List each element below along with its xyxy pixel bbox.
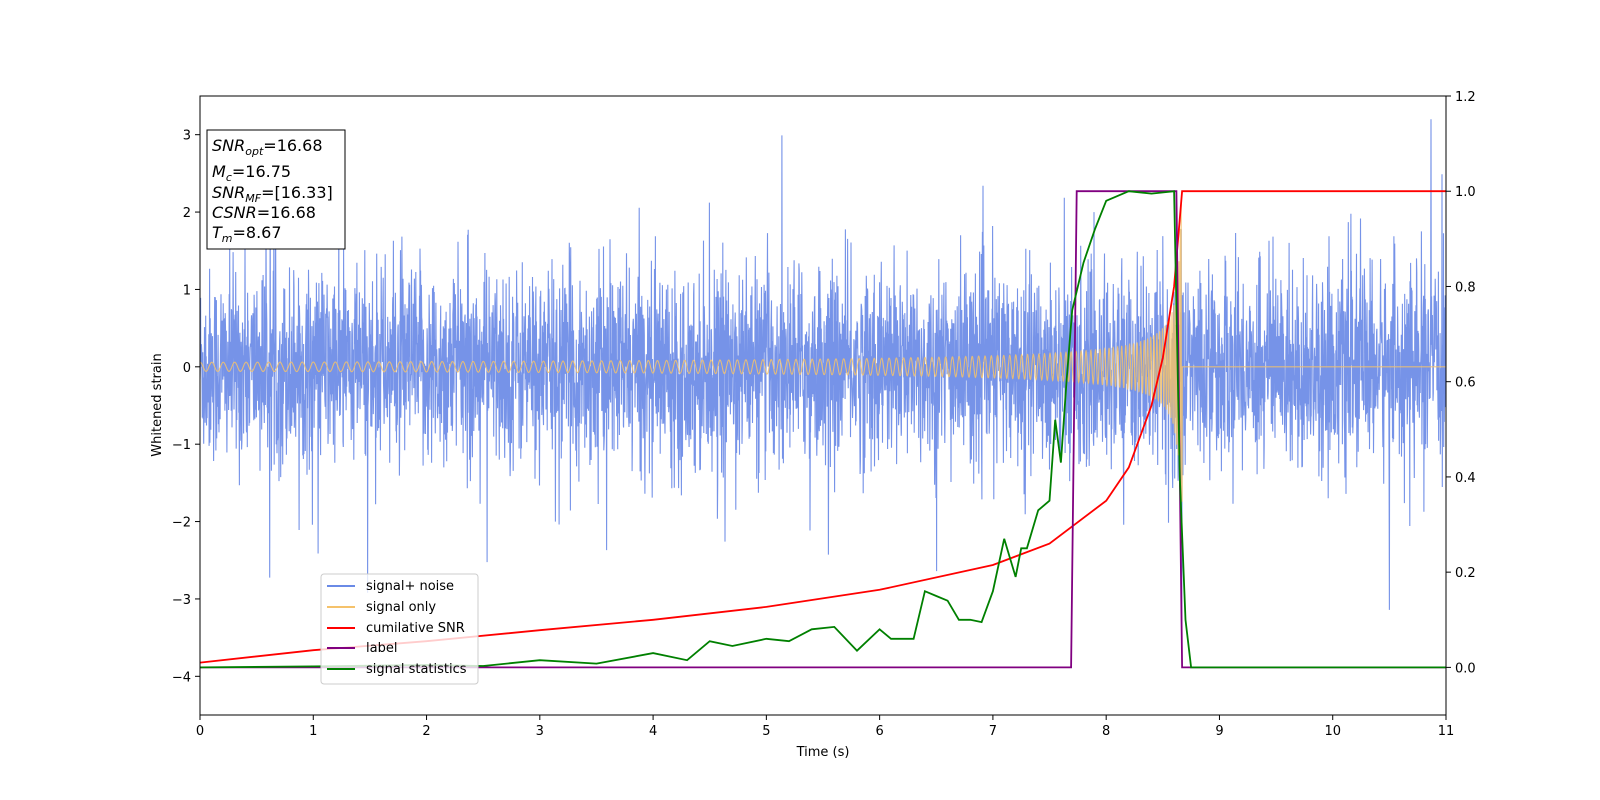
y-axis-label: Whitened strain: [150, 353, 165, 456]
y-left-tick-label: −3: [172, 593, 191, 608]
x-tick-label: 9: [1215, 724, 1223, 739]
x-tick-label: 6: [875, 724, 883, 739]
x-tick-label: 11: [1438, 724, 1455, 739]
x-tick-label: 7: [989, 724, 997, 739]
plot-area: [200, 119, 1446, 669]
x-tick-label: 10: [1324, 724, 1341, 739]
csnr-text: CSNR=16.68: [212, 203, 316, 222]
x-axis-label: Time (s): [796, 745, 850, 760]
snr-opt-text: SNRopt=16.68: [212, 136, 323, 158]
y-right-axis: 0.0 0.2 0.4 0.6 0.8 1.0 1.2: [1446, 90, 1476, 676]
legend-label-signal-noise: signal+ noise: [366, 579, 454, 594]
y-left-tick-label: −4: [172, 670, 191, 685]
tm-text: Tm=8.67: [212, 223, 282, 245]
legend-frame: [320, 573, 479, 685]
y-right-tick-label: 0.8: [1455, 280, 1476, 295]
legend-label-label: label: [366, 641, 397, 656]
x-tick-label: 0: [196, 724, 204, 739]
x-tick-label: 1: [309, 724, 317, 739]
y-right-tick-label: 1.0: [1455, 185, 1476, 200]
y-right-tick-label: 0.0: [1455, 661, 1476, 676]
y-left-tick-label: 2: [183, 206, 191, 221]
y-right-tick-label: 1.2: [1455, 90, 1476, 105]
legend-label-signal-statistics: signal statistics: [366, 662, 467, 677]
y-right-tick-label: 0.2: [1455, 566, 1476, 581]
series-signal-noise: [200, 119, 1446, 629]
y-right-tick-label: 0.4: [1455, 471, 1476, 486]
snr-mf-text: SNRMF=[16.33]: [212, 183, 333, 205]
x-tick-label: 5: [762, 724, 770, 739]
y-left-tick-label: −2: [172, 516, 191, 531]
x-tick-label: 8: [1102, 724, 1110, 739]
series-signal-statistics: [200, 190, 1446, 669]
x-tick-label: 2: [422, 724, 430, 739]
y-left-tick-label: 0: [183, 361, 191, 376]
x-tick-label: 3: [536, 724, 544, 739]
legend-label-cumulative-snr: cumilative SNR: [366, 621, 465, 636]
legend: signal+ noise signal only cumilative SNR…: [320, 573, 479, 685]
series-signal-only: [200, 201, 1446, 507]
plot-frame: [199, 95, 1447, 716]
mc-text: Mc=16.75: [212, 162, 291, 184]
legend-label-signal-only: signal only: [366, 600, 436, 615]
y-left-tick-label: 3: [183, 129, 191, 144]
y-left-axis: −4 −3 −2 −1 0 1 2 3: [172, 129, 200, 685]
x-axis: 0 1 2 3 4 5 6 7 8 9 10 11: [196, 715, 1454, 739]
x-tick-label: 4: [649, 724, 657, 739]
stats-annotation: SNRopt=16.68 Mc=16.75 SNRMF=[16.33] CSNR…: [206, 129, 346, 250]
y-right-tick-label: 0.6: [1455, 376, 1476, 391]
series-cumulative-snr: [200, 190, 1446, 664]
y-left-tick-label: −1: [172, 438, 191, 453]
y-left-tick-label: 1: [183, 283, 191, 298]
